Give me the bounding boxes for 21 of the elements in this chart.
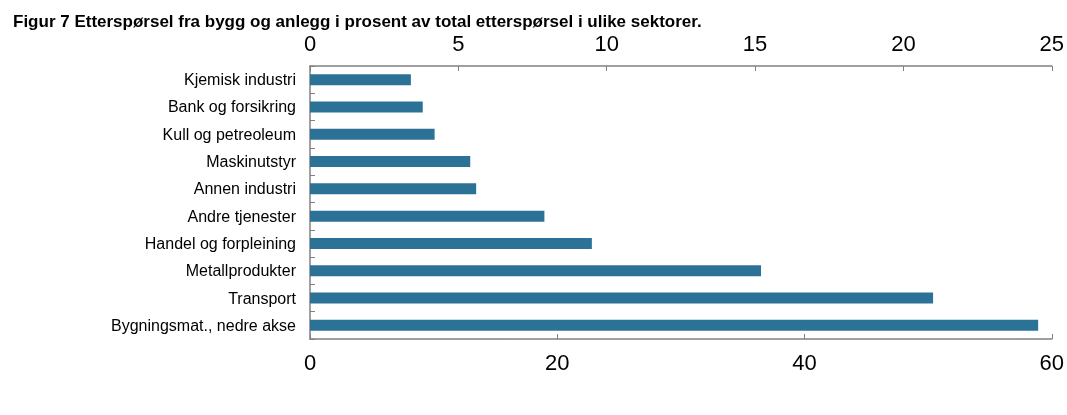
y-tick-label: Kull og petreoleum	[162, 125, 296, 143]
x2-tick-label: 10	[594, 30, 619, 56]
x2-tick-label: 5	[452, 30, 465, 56]
x2-tick-label: 25	[1039, 30, 1065, 56]
y-tick-label: Andre tjenester	[187, 207, 297, 225]
x2-tick-label: 0	[303, 30, 317, 56]
y-tick-label: Kjemisk industri	[183, 71, 296, 89]
y-tick-label: Bygningsmat., nedre akse	[111, 316, 297, 334]
y-tick-label: Bank og forsikring	[167, 98, 296, 116]
x-tick-label: 0	[303, 349, 317, 375]
x2-tick-label: 15	[742, 30, 768, 56]
x-tick-label: 40	[792, 349, 817, 375]
chart-title: Figur 7 Etterspørsel fra bygg og anlegg i prosent av total etterspørsel i ulike sektorer.	[13, 12, 702, 31]
x2-tick-label: 20	[891, 30, 916, 56]
y-tick-label: Transport	[228, 289, 297, 307]
y-tick-label: Maskinutstyr	[206, 153, 297, 171]
x-tick-label: 20	[545, 349, 570, 375]
y-tick-label: Metallprodukter	[185, 262, 297, 280]
y-tick-label: Handel og forpleining	[144, 234, 296, 252]
x-tick-label: 60	[1039, 349, 1065, 375]
y-tick-label: Annen industri	[193, 180, 296, 198]
